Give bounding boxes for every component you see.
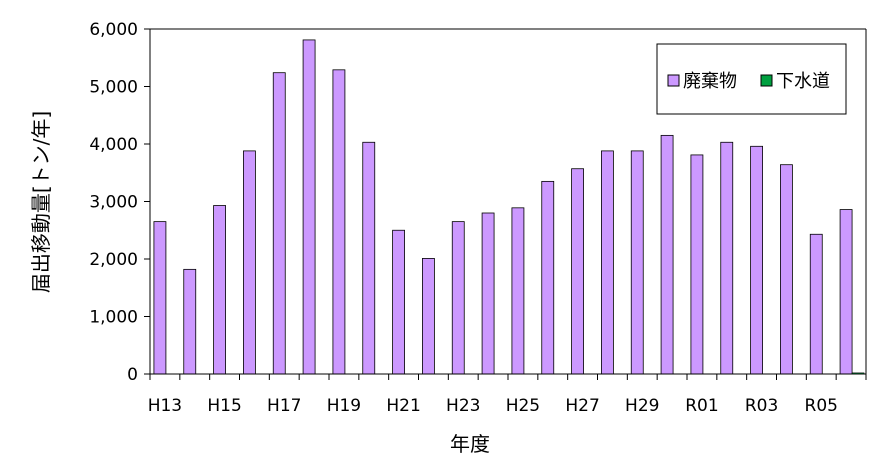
bar-haikibutsu-H22 — [422, 258, 435, 375]
bar-haikibutsu-H16 — [243, 150, 256, 375]
legend-box — [656, 43, 847, 115]
bar-haikibutsu-H24 — [481, 212, 495, 375]
legend: 廃棄物 下水道 — [656, 43, 847, 115]
bar-haikibutsu-H18 — [302, 39, 316, 375]
y-tick-label: 1,000 — [89, 308, 138, 328]
y-tick-label: 4,000 — [89, 135, 138, 155]
x-tick-label: R03 — [745, 396, 778, 416]
bar-haikibutsu-H20 — [362, 141, 376, 375]
x-tick-label: R01 — [685, 396, 718, 416]
bar-haikibutsu-H19 — [332, 69, 346, 375]
y-tick-label: 6,000 — [89, 20, 138, 40]
y-tick-label: 0 — [127, 365, 138, 385]
bar-haikibutsu-R06 — [839, 209, 853, 375]
legend-swatch-gesuidou — [760, 74, 773, 87]
x-tick-label: H19 — [327, 396, 361, 416]
bar-haikibutsu-R04 — [780, 164, 793, 375]
bar-haikibutsu-H26 — [541, 180, 555, 375]
x-tick-label: H17 — [267, 396, 301, 416]
x-tick-label: R05 — [805, 396, 838, 416]
bar-haikibutsu-H28 — [601, 150, 614, 375]
x-tick-label: H25 — [506, 396, 540, 416]
legend-swatch-haikibutsu — [667, 74, 680, 87]
y-tick-label: 3,000 — [89, 193, 138, 213]
x-tick-label: H21 — [386, 396, 420, 416]
bar-haikibutsu-H13 — [153, 221, 167, 375]
y-tick-label: 2,000 — [89, 250, 138, 270]
x-axis-ticks: H13 H15 H17 H19 H21 H23 H25 H27 H29 R01 R03 R05 — [148, 374, 867, 416]
y-axis-title: 届出移動量[トン/年] — [29, 111, 53, 293]
bar-haikibutsu-R01 — [690, 154, 704, 375]
x-tick-label: H29 — [625, 396, 659, 416]
x-axis-title: 年度 — [450, 432, 490, 456]
bar-haikibutsu-R05 — [809, 233, 823, 375]
bar-series — [153, 39, 865, 375]
bar-haikibutsu-H15 — [213, 205, 226, 375]
bar-haikibutsu-H23 — [451, 221, 465, 375]
bar-haikibutsu-R03 — [750, 145, 763, 375]
bar-haikibutsu-H14 — [183, 268, 197, 375]
x-tick-label: H13 — [148, 396, 182, 416]
bar-haikibutsu-H30 — [660, 134, 674, 375]
bar-haikibutsu-H25 — [511, 207, 525, 375]
x-tick-label: H15 — [207, 396, 241, 416]
y-axis-ticks: 0 1,000 2,000 3,000 4,000 5,000 6,000 — [89, 20, 150, 385]
legend-label-gesuidou: 下水道 — [776, 71, 830, 92]
bar-haikibutsu-R02 — [720, 141, 734, 375]
bar-haikibutsu-H17 — [272, 72, 286, 375]
x-tick-label: H27 — [565, 396, 599, 416]
y-tick-label: 5,000 — [89, 78, 138, 98]
x-tick-label: H23 — [446, 396, 480, 416]
bar-haikibutsu-H27 — [571, 168, 584, 375]
bar-haikibutsu-H29 — [630, 150, 644, 375]
bar-haikibutsu-H21 — [392, 229, 405, 375]
legend-label-haikibutsu: 廃棄物 — [683, 71, 737, 92]
